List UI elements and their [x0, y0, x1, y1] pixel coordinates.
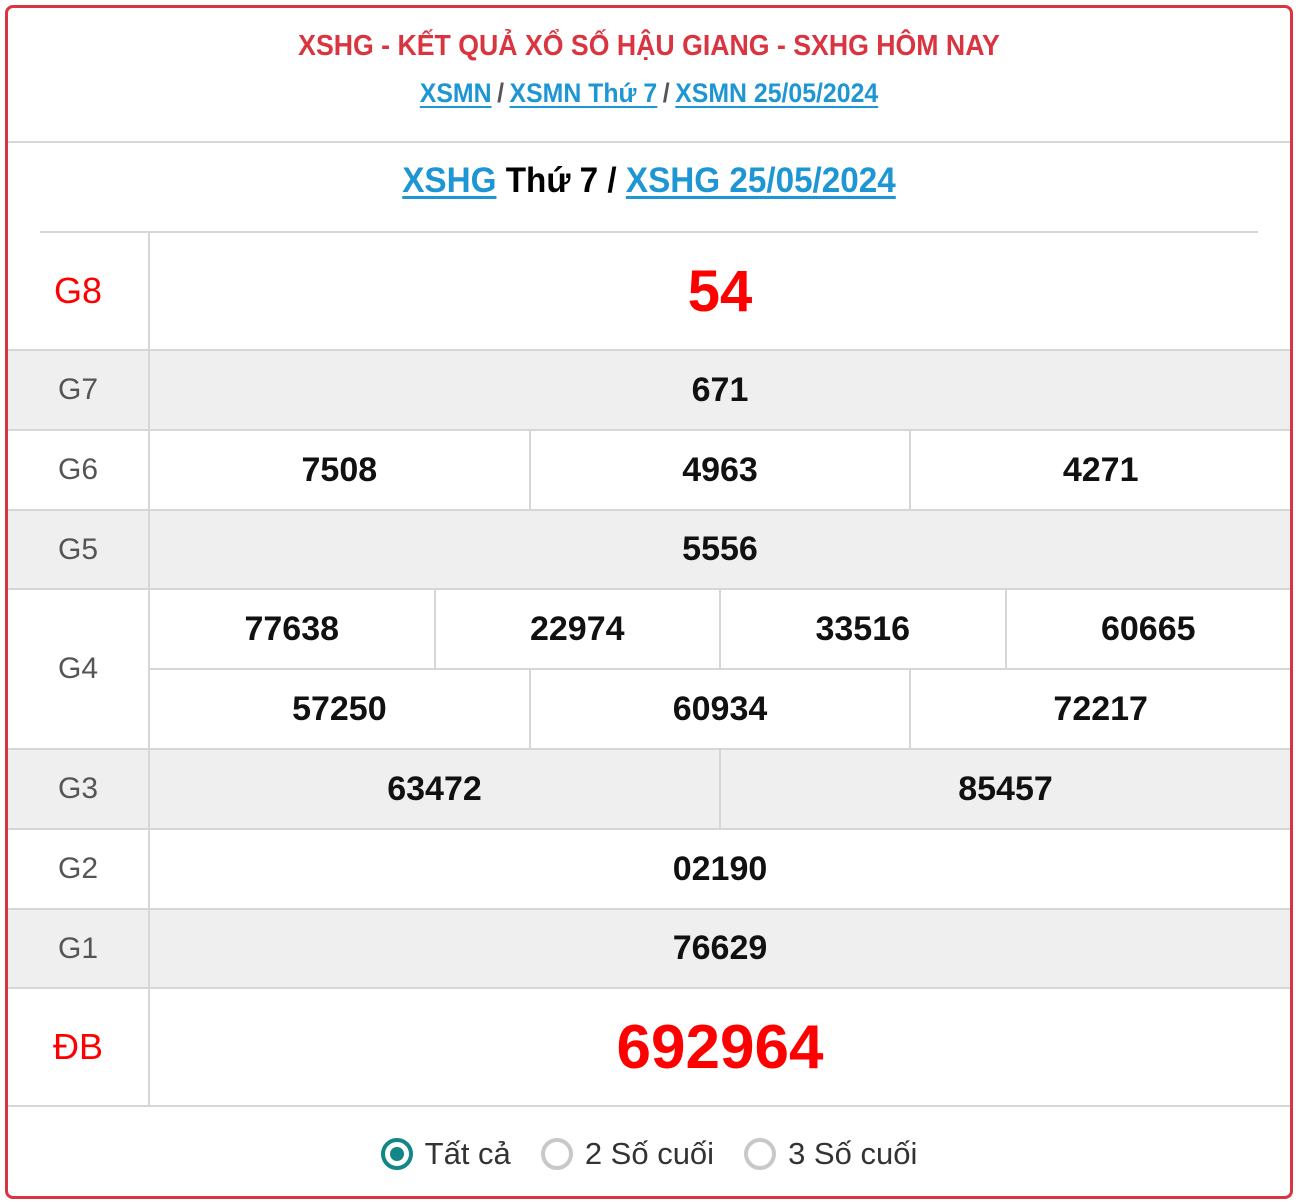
prize-label: G3: [8, 750, 150, 828]
prize-number: 7508: [301, 450, 378, 489]
crumb-xsmn-date[interactable]: XSMN 25/05/2024: [675, 78, 879, 108]
crumb-xsmn-thu7[interactable]: XSMN Thứ 7: [509, 78, 658, 108]
xshg-link[interactable]: XSHG: [402, 161, 497, 200]
day-label: Thứ 7: [505, 161, 599, 200]
crumb-separator: /: [662, 78, 670, 108]
prize-number: 85457: [719, 750, 1290, 828]
digit-filter: Tất cả 2 Số cuối 3 Số cuối: [8, 1107, 1290, 1196]
prize-row-g7: G7 671: [8, 351, 1290, 431]
prize-number: 60934: [528, 670, 910, 748]
prize-number: 57250: [292, 689, 387, 728]
prize-row-g1: G1 76629: [8, 910, 1290, 989]
header: XSHG - KẾT QUẢ XỔ SỐ HẬU GIANG - SXHG HÔ…: [8, 8, 1290, 143]
prize-label: G7: [8, 351, 150, 429]
results-panel: XSHG - KẾT QUẢ XỔ SỐ HẬU GIANG - SXHG HÔ…: [5, 5, 1293, 1199]
prize-row-g8: G8 54: [8, 233, 1290, 351]
prize-number: 77638: [244, 609, 340, 648]
prize-number: 54: [687, 258, 753, 324]
prize-label: G5: [8, 511, 150, 588]
prize-label: G2: [8, 830, 150, 908]
separator: /: [607, 161, 617, 200]
xshg-date-link[interactable]: XSHG 25/05/2024: [625, 161, 896, 200]
prize-label: ĐB: [8, 989, 150, 1105]
special-prize-number: 692964: [616, 1012, 824, 1082]
prize-number: 76629: [672, 929, 768, 967]
prize-row-g5: G5 5556: [8, 511, 1290, 590]
page-title: XSHG - KẾT QUẢ XỔ SỐ HẬU GIANG - SXHG HÔ…: [298, 30, 1000, 62]
prize-row-db: ĐB 692964: [8, 989, 1290, 1107]
prize-number: 60665: [1004, 590, 1291, 668]
prize-label: G8: [8, 233, 150, 349]
prize-number: 02190: [672, 849, 768, 888]
prize-number: 33516: [719, 590, 1005, 668]
filter-label: Tất cả: [424, 1136, 511, 1171]
prize-number: 5556: [682, 530, 758, 568]
prize-row-g3: G3 63472 85457: [8, 750, 1290, 830]
prize-label: G4: [8, 590, 150, 748]
radio-unchecked-icon[interactable]: [744, 1138, 777, 1170]
radio-checked-icon[interactable]: [380, 1138, 413, 1170]
filter-all[interactable]: Tất cả: [380, 1136, 511, 1172]
breadcrumb: XSMN / XSMN Thứ 7/XSMN 25/05/2024: [59, 78, 1238, 109]
prize-number: 4271: [909, 431, 1290, 509]
filter-last-3[interactable]: 3 Số cuối: [744, 1136, 917, 1172]
filter-label: 3 Số cuối: [788, 1136, 918, 1171]
crumb-separator: /: [497, 78, 504, 108]
prize-number: 671: [691, 370, 749, 409]
prize-row-g6: G6 7508 4963 4271: [8, 431, 1290, 511]
prize-number: 72217: [909, 670, 1290, 748]
prize-number: 22974: [433, 590, 720, 668]
filter-label: 2 Số cuối: [584, 1136, 715, 1171]
filter-last-2[interactable]: 2 Số cuối: [540, 1136, 715, 1172]
subheader: XSHG Thứ 7 / XSHG 25/05/2024: [40, 143, 1258, 233]
prize-label: G6: [8, 431, 150, 509]
prize-number: 4963: [528, 431, 910, 509]
prize-row-g4: G4 77638 22974 33516 60665 57250 60934 7…: [8, 590, 1290, 750]
prize-label: G1: [8, 910, 150, 987]
radio-unchecked-icon[interactable]: [540, 1138, 573, 1170]
prize-number: 63472: [387, 769, 482, 808]
prize-row-g2: G2 02190: [8, 830, 1290, 910]
crumb-xsmn[interactable]: XSMN: [419, 78, 492, 108]
